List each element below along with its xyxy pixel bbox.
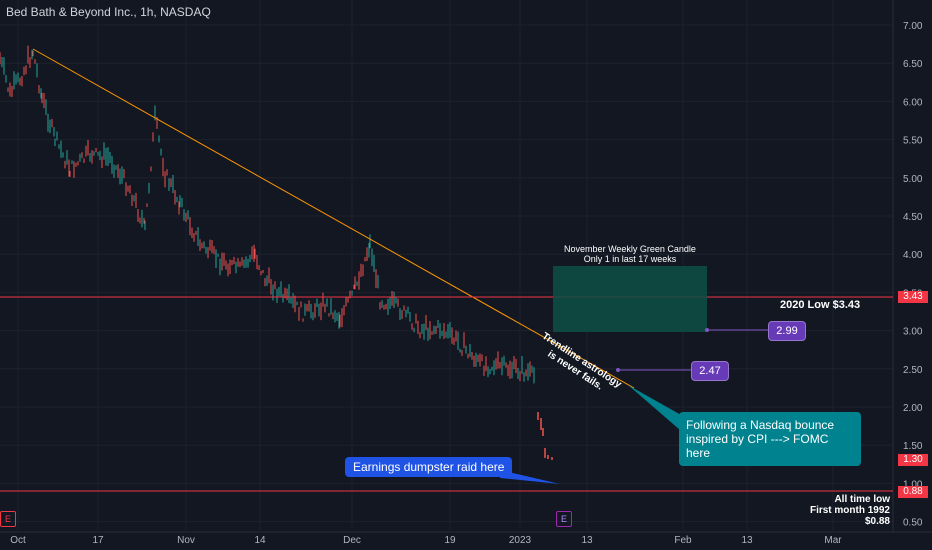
time-tick-label: 17 — [92, 535, 104, 546]
price-tick-label: 2.00 — [903, 403, 923, 414]
price-tick-label: 4.00 — [903, 250, 923, 261]
weekly-candle-box[interactable] — [553, 266, 707, 332]
all-time-low-note: All time low First month 1992 $0.88 — [790, 494, 890, 527]
earnings-marker[interactable]: E — [556, 511, 572, 527]
time-tick-label: 13 — [581, 535, 593, 546]
level-2020-low-label: 2020 Low $3.43 — [780, 299, 861, 311]
time-tick-label: Dec — [343, 535, 361, 546]
box-title-line2: Only 1 in last 17 weeks — [584, 254, 677, 264]
time-tick-label: Mar — [824, 535, 842, 546]
nasdaq-callout[interactable]: Following a Nasdaq bounce inspired by CP… — [679, 412, 861, 466]
earnings-marker-left[interactable]: E — [0, 511, 16, 527]
level-2020-low-badge: 3.43 — [898, 291, 928, 303]
earnings-callout[interactable]: Earnings dumpster raid here — [345, 457, 513, 477]
nasdaq-callout-line2: inspired by CPI ---> FOMC here — [686, 432, 829, 460]
nasdaq-callout-pointer — [628, 385, 690, 430]
price-tick-label: 6.50 — [903, 59, 923, 70]
price-299-anchor — [705, 328, 709, 332]
time-tick-label: 13 — [741, 535, 753, 546]
price-tick-label: 5.00 — [903, 174, 923, 185]
last-price-badge: 1.30 — [898, 454, 928, 466]
price-tick-label: 2.50 — [903, 365, 923, 376]
price-tick-label: 5.50 — [903, 136, 923, 147]
atl-line1: All time low — [834, 494, 890, 505]
price-tick-label: 4.50 — [903, 212, 923, 223]
time-tick-label: Nov — [177, 535, 195, 546]
candles — [0, 45, 553, 460]
level-all-time-low-badge: 0.88 — [898, 486, 928, 498]
time-tick-label: 19 — [444, 535, 456, 546]
earnings-callout-pointer — [500, 470, 560, 484]
trendline-note: Trendline astrology is never fails. — [540, 331, 624, 393]
price-tick-label: 7.00 — [903, 21, 923, 32]
price-tick-label: 0.50 — [903, 518, 923, 529]
time-tick-label: 14 — [254, 535, 266, 546]
time-tick-label: 2023 — [509, 535, 532, 546]
trendline[interactable] — [32, 48, 635, 389]
price-tick-label: 3.00 — [903, 327, 923, 338]
price-box-299[interactable]: 2.99 — [768, 321, 806, 341]
price-axis[interactable]: 7.006.506.005.505.004.504.003.503.002.50… — [903, 21, 923, 529]
price-tick-label: 1.50 — [903, 441, 923, 452]
price-tick-label: 6.00 — [903, 97, 923, 108]
price-tick-label: 1.00 — [903, 479, 923, 490]
chart-title: Bed Bath & Beyond Inc., 1h, NASDAQ — [6, 5, 211, 19]
time-tick-label: Oct — [10, 535, 26, 546]
price-247-anchor — [616, 368, 620, 372]
time-axis[interactable]: Oct 17 Nov 14 Dec 19 2023 13 Feb 13 Mar — [10, 535, 842, 546]
box-title-line1: November Weekly Green Candle — [564, 244, 696, 254]
price-box-247[interactable]: 2.47 — [691, 361, 729, 381]
nasdaq-callout-line1: Following a Nasdaq bounce — [686, 418, 835, 432]
time-tick-label: Feb — [674, 535, 692, 546]
atl-line2: First month 1992 — [809, 505, 890, 516]
atl-line3: $0.88 — [864, 516, 890, 527]
